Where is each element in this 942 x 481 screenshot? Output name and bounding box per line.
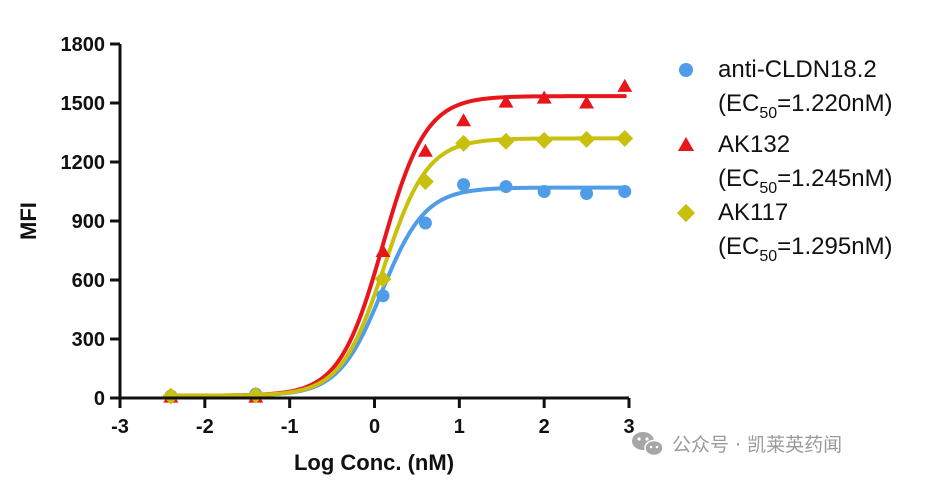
ec50-prefix: (EC — [718, 233, 759, 260]
data-point — [375, 244, 391, 258]
series-ak117 — [162, 129, 634, 405]
x-tick-label: 3 — [623, 416, 634, 438]
x-tick-label: -1 — [281, 416, 299, 438]
y-tick-label: 600 — [72, 270, 105, 292]
x-axis-title: Log Conc. (nM) — [294, 450, 454, 475]
fit-curve-ak132 — [168, 94, 627, 398]
y-tick-label: 1800 — [61, 34, 106, 56]
fit-curve-ak117 — [168, 136, 627, 398]
axes: -3 -2 -1 0 1 2 3 0 300 600 900 1200 1500 1800 — [61, 34, 635, 438]
data-point — [578, 130, 596, 148]
legend-item: AK132 (EC50=1.245nM) — [677, 131, 893, 197]
y-tick-label: 1200 — [61, 152, 106, 174]
legend-item: AK117 (EC50=1.295nM) — [676, 199, 893, 265]
wechat-icon — [632, 432, 664, 457]
ec50-subscript: 50 — [759, 180, 777, 197]
ec50-value: =1.245nM) — [777, 165, 892, 192]
ec50-value: =1.220nM) — [777, 90, 892, 117]
ec50-subscript: 50 — [759, 248, 777, 265]
data-point — [616, 129, 634, 147]
legend-marker — [679, 63, 693, 77]
x-ticks: -3 -2 -1 0 1 2 3 — [111, 398, 635, 438]
y-axis-title: MFI — [16, 202, 41, 240]
x-tick-label: -3 — [111, 416, 129, 438]
legend: anti-CLDN18.2(EC50=1.220nM)AK132(EC50=1.… — [676, 56, 893, 265]
data-point — [376, 289, 390, 303]
data-point — [457, 178, 471, 192]
x-tick-label: 0 — [369, 416, 380, 438]
fit-curve-anti-cldn18-2 — [168, 185, 627, 398]
data-point — [497, 132, 515, 150]
fit-curves — [168, 94, 627, 398]
ec50-value: =1.295nM) — [777, 233, 892, 260]
data-point — [416, 173, 434, 191]
legend-marker — [677, 137, 695, 151]
y-tick-label: 900 — [72, 211, 105, 233]
data-markers — [162, 78, 634, 405]
x-tick-label: -2 — [196, 416, 214, 438]
ec50-prefix: (EC — [718, 165, 759, 192]
x-tick-label: 1 — [454, 416, 465, 438]
legend-series-name: AK117 — [718, 199, 788, 226]
data-point — [456, 113, 472, 127]
data-point — [417, 143, 433, 157]
plot-area — [162, 78, 634, 405]
data-point — [535, 131, 553, 149]
x-tick-label: 2 — [539, 416, 550, 438]
data-point — [499, 180, 513, 194]
data-point — [162, 387, 180, 405]
data-point — [498, 94, 514, 108]
y-tick-label: 1500 — [61, 93, 106, 115]
data-point — [374, 270, 392, 288]
data-point — [617, 78, 633, 92]
data-point — [455, 134, 473, 152]
watermark: 公众号 · 凯莱英药闻 — [632, 432, 842, 457]
watermark-text: 公众号 · 凯莱英药闻 — [672, 434, 842, 456]
data-point — [579, 95, 595, 109]
legend-ec50: (EC50=1.245nM) — [718, 165, 893, 197]
y-tick-label: 300 — [72, 329, 105, 351]
ec50-subscript: 50 — [759, 105, 777, 122]
data-point — [418, 216, 432, 230]
legend-marker — [676, 203, 696, 223]
data-point — [580, 186, 594, 200]
y-tick-label: 0 — [94, 388, 105, 410]
legend-item: anti-CLDN18.2 (EC50=1.220nM) — [679, 56, 893, 122]
data-point — [618, 185, 632, 198]
series-ak132 — [163, 78, 633, 403]
y-ticks: 0 300 600 900 1200 1500 1800 — [61, 34, 120, 410]
data-point — [536, 90, 552, 104]
series-anti-cldn18-2 — [164, 178, 632, 403]
legend-ec50: (EC50=1.220nM) — [718, 90, 893, 122]
legend-series-name: AK132 — [718, 131, 790, 158]
ec50-prefix: (EC — [718, 90, 759, 117]
data-point — [537, 185, 551, 198]
legend-series-name: anti-CLDN18.2 — [718, 56, 877, 83]
legend-ec50: (EC50=1.295nM) — [718, 233, 893, 265]
